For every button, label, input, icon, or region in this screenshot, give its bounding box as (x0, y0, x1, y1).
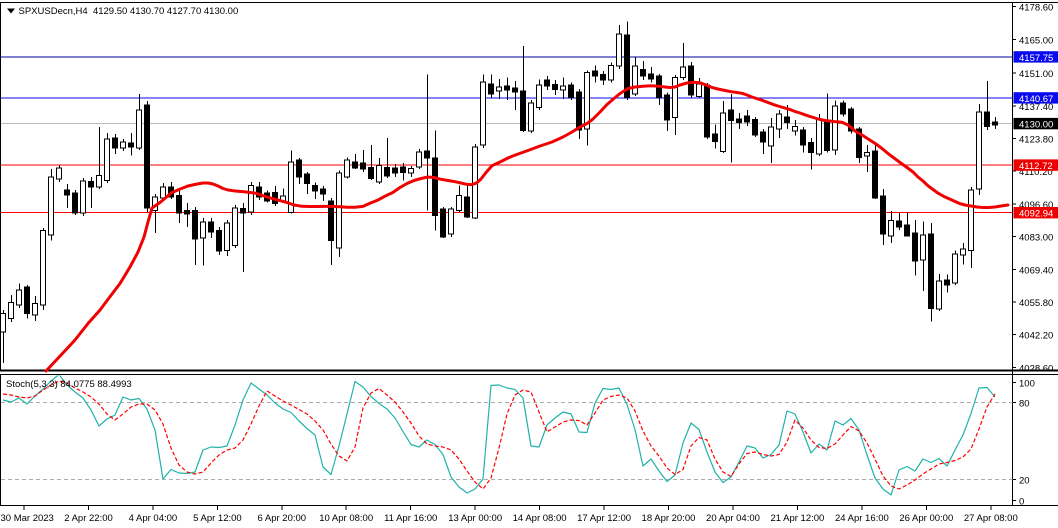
svg-text:27 Apr 08:00: 27 Apr 08:00 (964, 513, 1018, 524)
svg-text:20 Apr 04:00: 20 Apr 04:00 (706, 513, 760, 524)
svg-text:4083.00: 4083.00 (1019, 233, 1053, 244)
svg-text:4123.80: 4123.80 (1019, 135, 1053, 146)
svg-text:26 Apr 00:00: 26 Apr 00:00 (899, 513, 953, 524)
svg-text:4110.20: 4110.20 (1019, 167, 1053, 178)
svg-text:SPXUSDecn,H4 4129.50 4130.70: SPXUSDecn,H4 4129.50 4130.70 4127.70 413… (19, 6, 239, 17)
svg-text:20: 20 (1019, 476, 1030, 487)
svg-text:4137.40: 4137.40 (1019, 102, 1053, 113)
svg-text:2 Apr 22:00: 2 Apr 22:00 (64, 513, 113, 524)
svg-text:21 Apr 12:00: 21 Apr 12:00 (770, 513, 824, 524)
svg-text:4092.94: 4092.94 (1019, 209, 1053, 220)
svg-text:24 Apr 16:00: 24 Apr 16:00 (835, 513, 889, 524)
svg-text:4165.00: 4165.00 (1019, 35, 1053, 46)
svg-text:4157.75: 4157.75 (1019, 53, 1053, 64)
svg-text:4096.60: 4096.60 (1019, 200, 1053, 211)
svg-text:4130.00: 4130.00 (1019, 120, 1053, 131)
svg-text:13 Apr 00:00: 13 Apr 00:00 (448, 513, 502, 524)
svg-text:17 Apr 12:00: 17 Apr 12:00 (577, 513, 631, 524)
svg-text:14 Apr 08:00: 14 Apr 08:00 (513, 513, 567, 524)
svg-text:4069.40: 4069.40 (1019, 265, 1053, 276)
svg-text:4 Apr 04:00: 4 Apr 04:00 (129, 513, 178, 524)
svg-text:0: 0 (1019, 497, 1024, 508)
svg-text:4151.00: 4151.00 (1019, 69, 1053, 80)
svg-text:18 Apr 20:00: 18 Apr 20:00 (642, 513, 696, 524)
svg-text:4112.72: 4112.72 (1019, 161, 1053, 172)
svg-text:4042.20: 4042.20 (1019, 331, 1053, 342)
svg-text:Stoch(5,3,3) 84.0775 88.4993: Stoch(5,3,3) 84.0775 88.4993 (6, 379, 132, 390)
svg-text:6 Apr 20:00: 6 Apr 20:00 (257, 513, 306, 524)
svg-text:5 Apr 12:00: 5 Apr 12:00 (193, 513, 242, 524)
svg-text:30 Mar 2023: 30 Mar 2023 (1, 513, 54, 524)
svg-text:10 Apr 08:00: 10 Apr 08:00 (319, 513, 373, 524)
svg-text:4140.67: 4140.67 (1019, 94, 1053, 105)
svg-text:4178.60: 4178.60 (1019, 3, 1053, 14)
svg-text:80: 80 (1019, 399, 1030, 410)
svg-text:11 Apr 16:00: 11 Apr 16:00 (384, 513, 437, 524)
svg-text:100: 100 (1019, 379, 1035, 390)
svg-text:4055.80: 4055.80 (1019, 298, 1053, 309)
svg-text:4028.60: 4028.60 (1019, 363, 1053, 374)
